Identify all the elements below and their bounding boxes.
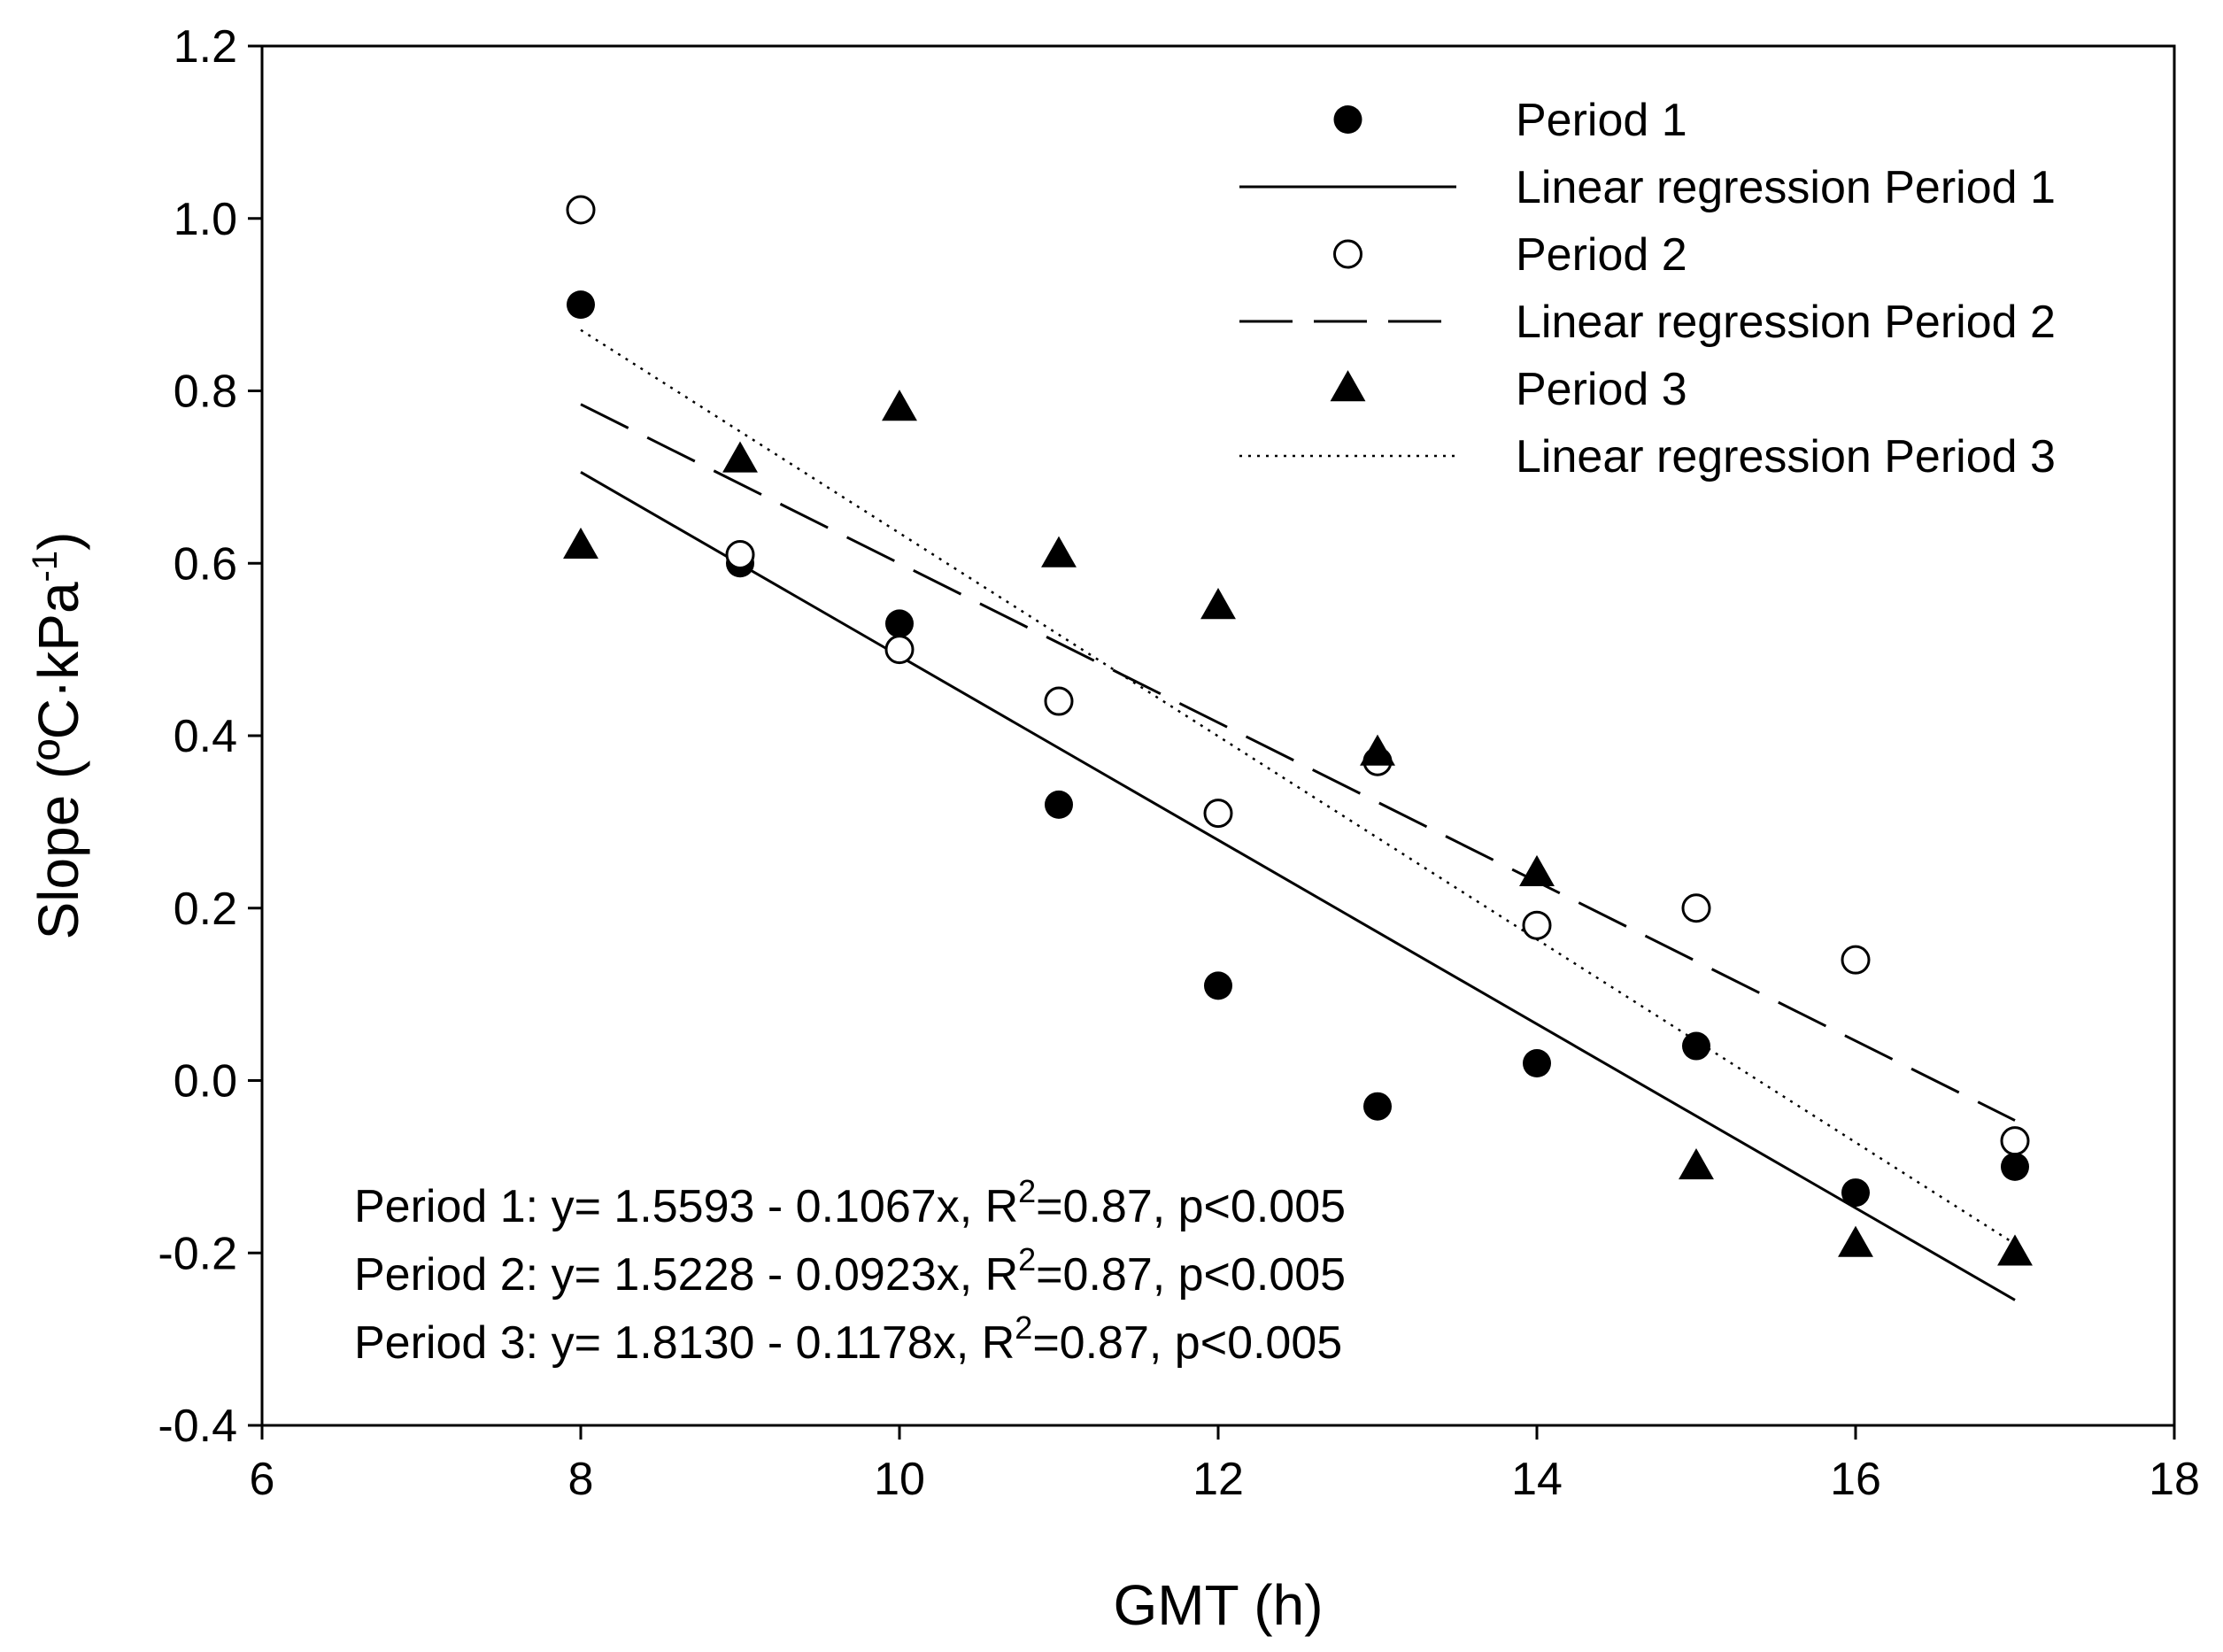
x-tick-label: 8	[568, 1454, 594, 1505]
equation-superscript: 2	[1018, 1173, 1036, 1209]
equation-text: =0.87, p<0.005	[1036, 1249, 1346, 1301]
period-1-point	[1682, 1031, 1710, 1061]
period-1-point	[567, 290, 595, 320]
equation-period-2: Period 2: y= 1.5228 - 0.0923x, R2=0.87, …	[354, 1241, 1346, 1301]
equation-superscript: 2	[1018, 1241, 1036, 1278]
period-3-point	[1997, 1234, 2033, 1266]
period-1-point	[1523, 1049, 1551, 1078]
x-tick-label: 6	[250, 1454, 275, 1505]
period-1-point	[1045, 790, 1073, 819]
equation-text: =0.87, p<0.005	[1036, 1181, 1346, 1232]
y-tick-label: 0.8	[174, 367, 237, 418]
regression-line-period-2	[580, 403, 2016, 1122]
legend-label: Linear regression Period 1	[1516, 162, 2056, 213]
period-1-point	[1204, 971, 1232, 1000]
period-3-point	[882, 390, 917, 421]
y-axis-title: Slope (ºC·kPa-1)	[26, 532, 90, 940]
legend-marker-symbol	[1333, 239, 1362, 269]
period-1-point	[1841, 1178, 1870, 1208]
period-3-point	[1360, 734, 1395, 766]
equation-superscript: 2	[1015, 1309, 1032, 1346]
equation-text: Period 3: y= 1.8130 - 0.1178x, R	[354, 1317, 1015, 1369]
y-tick-label: -0.4	[158, 1401, 237, 1452]
legend-marker-symbol	[1330, 370, 1366, 402]
period-3-point	[722, 441, 758, 473]
axis-ticks: 6 8 10 12 14 16 18 -0.4 -0.2 0.0 0.2 0.4 0.6 0.8 1.0 1.…	[158, 21, 2200, 1505]
period-2-point	[1203, 799, 1233, 829]
x-axis-title: GMT (h)	[1113, 1573, 1323, 1637]
period-2-point	[1681, 893, 1711, 923]
equation-period-3: Period 3: y= 1.8130 - 0.1178x, R2=0.87, …	[354, 1309, 1342, 1369]
legend: Period 1 Linear regression Period 1 Period…	[1239, 95, 2056, 482]
y-tick-label: 1.0	[174, 194, 237, 245]
equation-text: Period 1: y= 1.5593 - 0.1067x, R	[354, 1181, 1018, 1232]
period-3-point	[1041, 536, 1077, 567]
y-tick-label: 0.2	[174, 884, 237, 935]
legend-label: Linear regression Period 3	[1516, 431, 2056, 482]
period-3-point	[1679, 1147, 1714, 1180]
equation-text: =0.87, p<0.005	[1032, 1317, 1342, 1369]
period-2-point	[725, 540, 755, 570]
legend-label: Linear regression Period 2	[1516, 297, 2056, 348]
regression-lines	[580, 328, 2016, 1301]
y-tick-label: 0.0	[174, 1056, 237, 1108]
x-tick-label: 12	[1193, 1454, 1244, 1505]
period-2-point	[884, 635, 915, 665]
y-axis-title-main: Slope (ºC·kPa	[27, 582, 90, 939]
regression-line-period-3	[580, 328, 2016, 1246]
y-tick-label: -0.2	[158, 1228, 237, 1279]
period-2-point	[1044, 686, 1074, 716]
period-2-point	[566, 195, 596, 225]
regression-equations: Period 1: y= 1.5593 - 0.1067x, R2=0.87, …	[354, 1173, 1346, 1369]
y-tick-label: 1.2	[174, 21, 237, 73]
x-tick-label: 10	[874, 1454, 925, 1505]
period-3-point	[1200, 588, 1236, 620]
x-tick-label: 18	[2149, 1454, 2200, 1505]
equation-text: Period 2: y= 1.5228 - 0.0923x, R	[354, 1249, 1018, 1301]
period-1-point	[1363, 1092, 1392, 1121]
y-axis-title-sup: -1	[26, 551, 65, 583]
x-tick-label: 14	[1511, 1454, 1563, 1505]
legend-label: Period 1	[1516, 95, 1687, 146]
period-1-point	[2001, 1152, 2029, 1181]
x-tick-label: 16	[1830, 1454, 1881, 1505]
y-axis-title-end: )	[27, 532, 90, 551]
equation-period-1: Period 1: y= 1.5593 - 0.1067x, R2=0.87, …	[354, 1173, 1346, 1232]
data-markers	[563, 195, 2033, 1266]
y-tick-label: 0.6	[174, 538, 237, 590]
legend-label: Period 2	[1516, 229, 1687, 281]
legend-marker-symbol	[1333, 105, 1362, 134]
period-3-point	[563, 527, 598, 560]
period-3-point	[1838, 1225, 1873, 1257]
period-3-point	[1519, 854, 1555, 887]
regression-line-period-1	[580, 471, 2016, 1301]
period-1-point	[885, 609, 914, 638]
period-2-point	[2000, 1126, 2030, 1156]
period-2-point	[1841, 945, 1871, 975]
period-2-point	[1522, 910, 1552, 940]
legend-label: Period 3	[1516, 364, 1687, 415]
y-tick-label: 0.4	[174, 711, 237, 762]
